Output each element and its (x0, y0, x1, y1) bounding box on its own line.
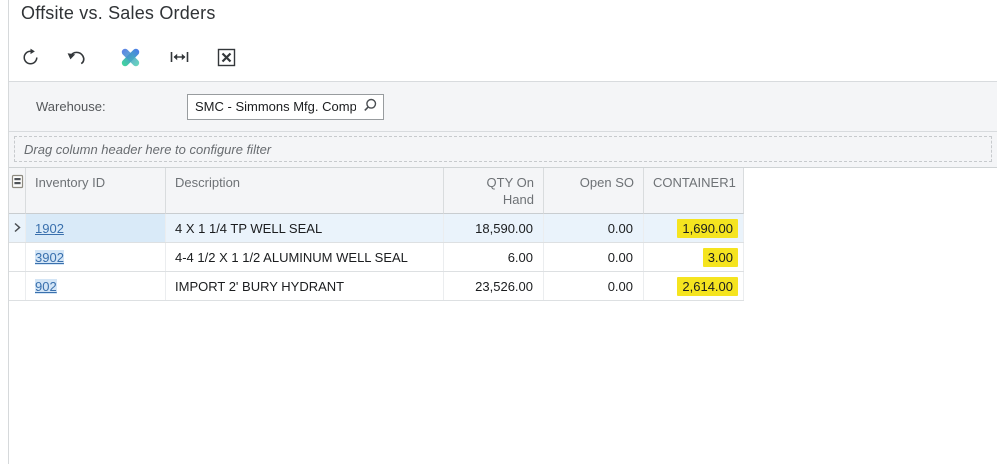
row-settings-header[interactable] (9, 168, 26, 214)
inventory-id-link[interactable]: 902 (35, 278, 57, 294)
fit-width-icon (169, 48, 190, 66)
warehouse-input[interactable] (188, 99, 356, 114)
table-row[interactable]: 1902 4 X 1 1/4 TP WELL SEAL 18,590.00 0.… (9, 214, 744, 243)
fit-width-button[interactable] (166, 44, 192, 70)
toolbar (9, 33, 997, 81)
selected-row-arrow-icon (13, 221, 22, 236)
multicolor-cross-icon (118, 45, 143, 70)
cell-container1[interactable]: 1,690.00 (644, 214, 744, 242)
inventory-id-link[interactable]: 1902 (35, 220, 64, 236)
filter-drop-zone[interactable]: Drag column header here to configure fil… (14, 136, 992, 162)
cell-open-so[interactable]: 0.00 (544, 272, 644, 300)
warehouse-filter-panel: Warehouse: (9, 81, 997, 132)
highlighted-value: 1,690.00 (677, 218, 738, 238)
cell-inventory-id[interactable]: 3902 (26, 243, 166, 271)
warehouse-label: Warehouse: (36, 99, 106, 114)
cell-description[interactable]: 4-4 1/2 X 1 1/2 ALUMINUM WELL SEAL (166, 243, 444, 271)
export-excel-button[interactable] (213, 44, 239, 70)
warehouse-selector (187, 93, 384, 120)
cell-qty-on-hand[interactable]: 6.00 (444, 243, 544, 271)
page-left-border (8, 0, 9, 464)
cell-container1[interactable]: 3.00 (644, 243, 744, 271)
cell-container1[interactable]: 2,614.00 (644, 272, 744, 300)
cell-open-so[interactable]: 0.00 (544, 214, 644, 242)
cell-open-so[interactable]: 0.00 (544, 243, 644, 271)
row-selector-cell[interactable] (9, 243, 26, 271)
undo-icon (66, 48, 88, 66)
results-grid: Inventory ID Description QTY On Hand Ope… (9, 168, 744, 301)
notes-icon (11, 174, 24, 193)
grid-header-row: Inventory ID Description QTY On Hand Ope… (9, 168, 744, 214)
cell-description[interactable]: IMPORT 2' BURY HYDRANT (166, 272, 444, 300)
row-selector-cell[interactable] (9, 214, 26, 242)
cell-qty-on-hand[interactable]: 18,590.00 (444, 214, 544, 242)
column-header-open-so[interactable]: Open SO (544, 168, 644, 214)
refresh-icon (21, 48, 40, 67)
cell-inventory-id[interactable]: 1902 (26, 214, 166, 242)
inventory-id-link[interactable]: 3902 (35, 249, 64, 265)
column-header-description[interactable]: Description (166, 168, 444, 214)
column-header-qty-on-hand[interactable]: QTY On Hand (444, 168, 544, 214)
cell-qty-on-hand[interactable]: 23,526.00 (444, 272, 544, 300)
titlebar: Offsite vs. Sales Orders (9, 0, 997, 33)
export-excel-icon (217, 48, 236, 67)
filter-drop-hint: Drag column header here to configure fil… (24, 141, 272, 157)
column-header-inventory-id[interactable]: Inventory ID (26, 168, 166, 214)
row-selector-cell[interactable] (9, 272, 26, 300)
grid-filter-strip: Drag column header here to configure fil… (9, 132, 997, 168)
warehouse-lookup-button[interactable] (359, 97, 381, 117)
cell-description[interactable]: 4 X 1 1/4 TP WELL SEAL (166, 214, 444, 242)
cell-inventory-id[interactable]: 902 (26, 272, 166, 300)
column-header-container1[interactable]: CONTAINER1 (644, 168, 744, 214)
highlighted-value: 3.00 (702, 247, 738, 267)
table-row[interactable]: 902 IMPORT 2' BURY HYDRANT 23,526.00 0.0… (9, 272, 744, 301)
magnifier-icon (362, 97, 378, 116)
table-row[interactable]: 3902 4-4 1/2 X 1 1/2 ALUMINUM WELL SEAL … (9, 243, 744, 272)
refresh-button[interactable] (17, 44, 43, 70)
clear-filters-button[interactable] (117, 44, 143, 70)
undo-button[interactable] (64, 44, 90, 70)
highlighted-value: 2,614.00 (677, 276, 738, 296)
page-title: Offsite vs. Sales Orders (21, 3, 216, 23)
